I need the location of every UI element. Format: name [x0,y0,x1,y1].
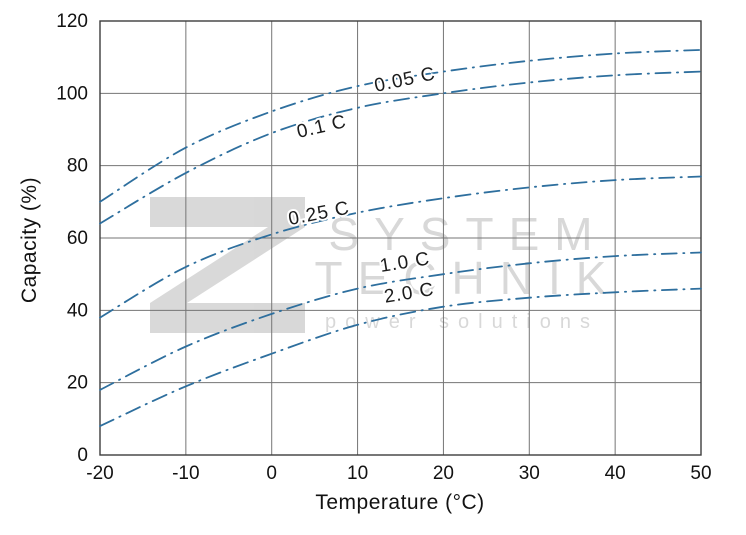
watermark-text-line1: SYSTEM [328,208,607,260]
watermark-tagline: power solutions [325,311,599,333]
curve-0.1c [99,70,702,225]
curve-0.05c [99,49,702,203]
y-tick-label: 20 [67,373,88,394]
x-tick-label: 0 [266,463,277,484]
curve-1.0c [99,251,702,391]
x-tick-label: -10 [172,463,199,484]
plot-border [99,20,702,456]
y-tick-label: 40 [67,300,88,321]
x-tick-label: 50 [690,463,711,484]
x-tick-label: 10 [347,463,368,484]
tick-labels: -20 -10 0 10 20 30 40 50 0 20 40 60 80 100 120 [56,11,711,484]
series-curves [99,49,702,427]
y-tick-label: 0 [77,445,88,466]
x-axis-title: Temperature (°C) [315,491,485,514]
series-label: 0.05 C [373,63,438,96]
x-tick-label: 20 [433,463,454,484]
y-tick-label: 60 [67,228,88,249]
y-tick-label: 80 [67,156,88,177]
x-tick-label: -20 [86,463,113,484]
series-label: 0.1 C [295,111,349,143]
curve-0.25c [99,175,702,319]
y-tick-label: 120 [56,11,88,32]
x-tick-label: 40 [605,463,626,484]
x-tick-label: 30 [519,463,540,484]
watermark-logo-z-bolt [150,197,305,333]
curve-2.0c [99,287,702,427]
y-axis-title: Capacity (%) [18,176,41,304]
y-tick-label: 100 [56,83,88,104]
